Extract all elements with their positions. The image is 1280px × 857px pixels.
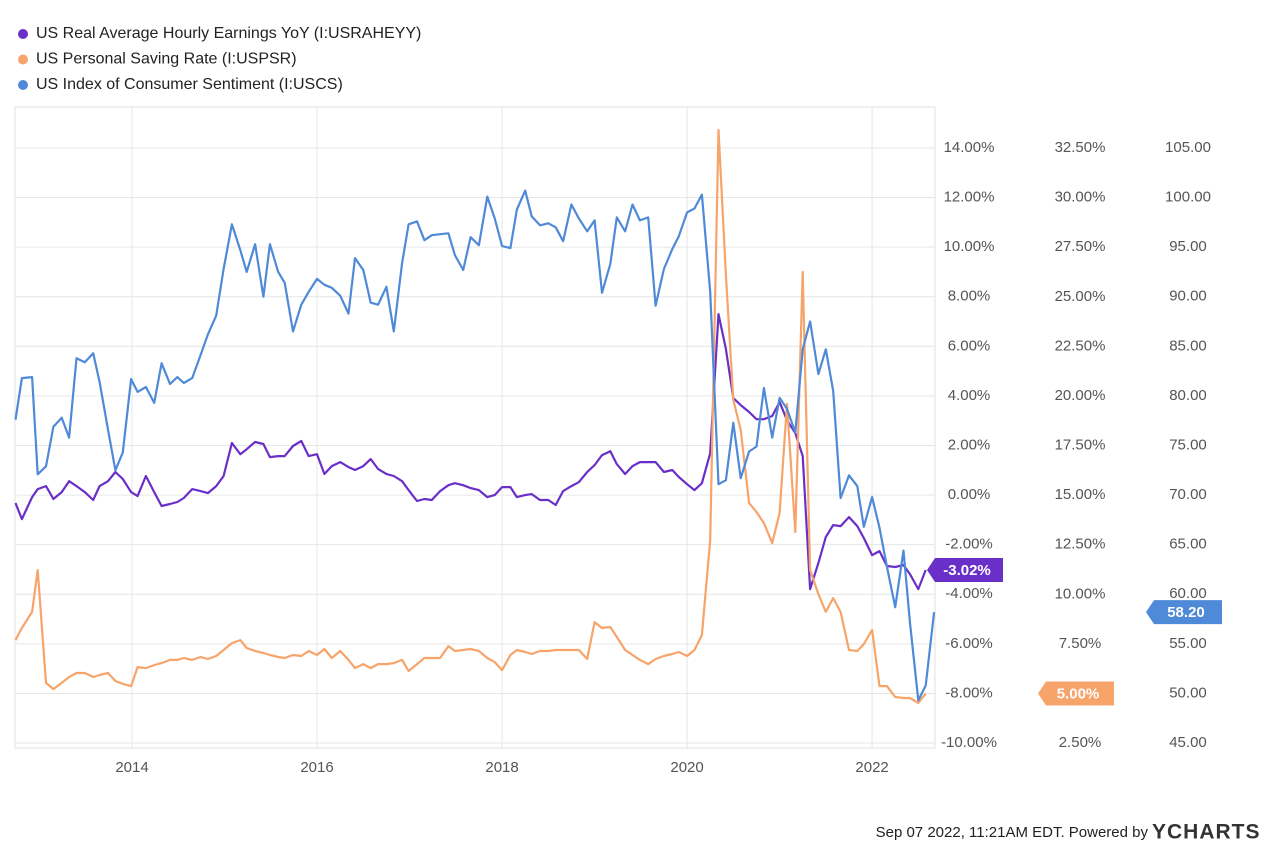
y-tick-label: 12.00% xyxy=(944,188,995,205)
y-tick-label: 60.00 xyxy=(1169,585,1207,602)
end-label-box xyxy=(1146,600,1222,625)
y-tick-label: 7.50% xyxy=(1059,635,1102,652)
y-tick-label: 17.50% xyxy=(1055,437,1106,454)
y-tick-label: 100.00 xyxy=(1165,189,1211,206)
y-tick-label: 65.00 xyxy=(1169,536,1207,553)
y-tick-label: 10.00% xyxy=(1055,585,1106,602)
y-tick-label: 2.00% xyxy=(948,436,991,453)
y-tick-label: 0.00% xyxy=(948,486,991,503)
legend-label: US Index of Consumer Sentiment (I:USCS) xyxy=(36,76,343,93)
y-tick-label: 25.00% xyxy=(1055,288,1106,305)
y-tick-label: -6.00% xyxy=(945,635,993,652)
y-tick-label: 80.00 xyxy=(1169,387,1207,404)
y-tick-label: 12.50% xyxy=(1055,536,1106,553)
y-tick-label: 30.00% xyxy=(1055,189,1106,206)
end-label-box xyxy=(927,557,1003,582)
y-tick-label: 105.00 xyxy=(1165,139,1211,156)
plot-frame xyxy=(14,106,936,749)
y-tick-label: 85.00 xyxy=(1169,337,1207,354)
y-tick-label: 22.50% xyxy=(1055,337,1106,354)
y-tick-label: 27.50% xyxy=(1055,238,1106,255)
legend-marker xyxy=(18,80,28,90)
y-tick-label: 95.00 xyxy=(1169,238,1207,255)
y-tick-label: 6.00% xyxy=(948,337,991,354)
legend-marker xyxy=(18,54,28,65)
series-line xyxy=(14,128,927,705)
end-label: -3.02% xyxy=(943,562,991,579)
legend-label: US Personal Saving Rate (I:USPSR) xyxy=(36,51,297,68)
end-label: 58.20 xyxy=(1167,604,1205,621)
footer-brand: YCHARTS xyxy=(1152,821,1261,844)
y-tick-label: 15.00% xyxy=(1055,486,1106,503)
y-tick-label: 45.00 xyxy=(1169,734,1207,751)
y-tick-label: 50.00 xyxy=(1169,684,1207,701)
y-tick-label: -2.00% xyxy=(945,536,993,553)
end-label: 5.00% xyxy=(1057,685,1100,702)
y-tick-label: 55.00 xyxy=(1169,635,1207,652)
y-tick-label: 2.50% xyxy=(1059,734,1102,751)
y-tick-label: 8.00% xyxy=(948,288,991,305)
y-tick-label: 70.00 xyxy=(1169,486,1207,503)
y-tick-label: 14.00% xyxy=(944,139,995,156)
x-tick-label: 2020 xyxy=(670,759,703,776)
x-tick-label: 2014 xyxy=(115,759,148,776)
series-line xyxy=(14,313,927,591)
y-tick-label: -8.00% xyxy=(945,684,993,701)
y-tick-label: 4.00% xyxy=(948,387,991,404)
y-tick-label: 90.00 xyxy=(1169,288,1207,305)
end-label-box xyxy=(1038,681,1114,706)
legend-marker xyxy=(18,29,28,39)
series-line xyxy=(14,189,936,702)
y-tick-label: -4.00% xyxy=(945,585,993,602)
y-tick-label: 75.00 xyxy=(1169,436,1207,453)
x-tick-label: 2016 xyxy=(300,759,333,776)
y-tick-label: 20.00% xyxy=(1055,387,1106,404)
y-tick-label: -10.00% xyxy=(941,734,997,751)
y-tick-label: 32.50% xyxy=(1055,139,1106,156)
footer-timestamp: Sep 07 2022, 11:21AM EDT. Powered by xyxy=(876,824,1149,841)
y-tick-label: 10.00% xyxy=(944,238,995,255)
legend-label: US Real Average Hourly Earnings YoY (I:U… xyxy=(36,25,421,42)
x-tick-label: 2022 xyxy=(855,759,888,776)
x-tick-label: 2018 xyxy=(485,759,518,776)
